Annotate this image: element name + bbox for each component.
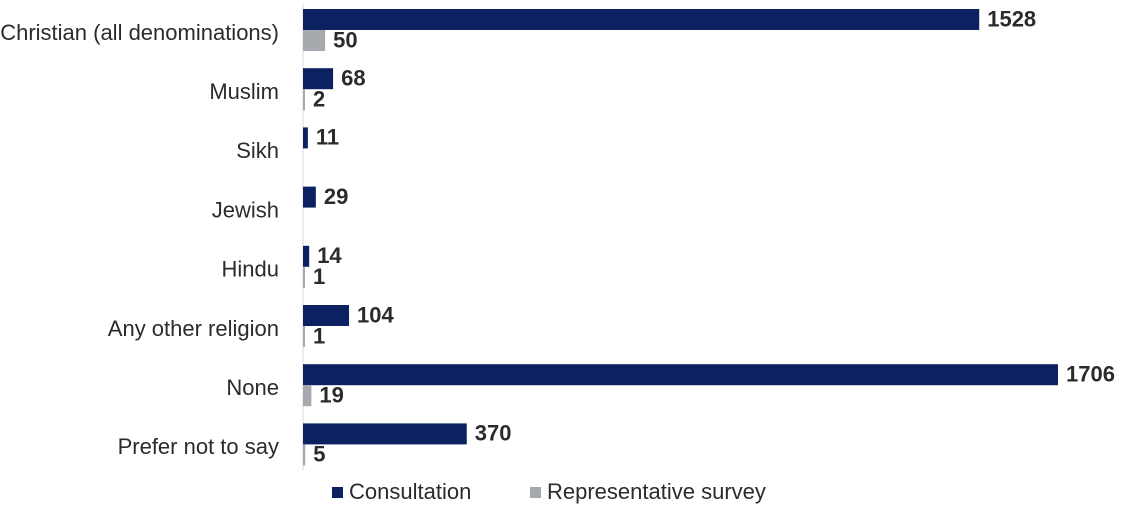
legend-swatch	[530, 487, 541, 498]
consultation-bar	[303, 9, 980, 30]
consultation-value-label: 104	[357, 302, 394, 327]
category-label: Christian (all denominations)	[0, 20, 279, 45]
survey-bar	[303, 444, 306, 466]
consultation-value-label: 1528	[987, 6, 1036, 31]
survey-value-label: 1	[313, 323, 325, 348]
consultation-bar	[303, 423, 467, 445]
consultation-bar	[303, 245, 310, 267]
consultation-bar	[303, 364, 1058, 386]
consultation-bar	[303, 68, 334, 90]
consultation-value-label: 11	[316, 125, 339, 150]
consultation-value-label: 370	[475, 421, 512, 446]
labels-layer: Christian (all denominations) 1528 50 Musli…	[0, 6, 1115, 466]
survey-value-label: 2	[313, 87, 325, 112]
consultation-bar	[303, 127, 308, 149]
category-label: Hindu	[222, 257, 279, 282]
category-label: Prefer not to say	[118, 434, 279, 459]
category-label: Jewish	[212, 197, 279, 222]
consultation-value-label: 68	[341, 66, 365, 91]
category-label: Sikh	[236, 138, 279, 163]
survey-value-label: 50	[333, 27, 357, 52]
category-label: Muslim	[209, 79, 279, 104]
consultation-value-label: 14	[317, 243, 342, 268]
bars-layer	[303, 9, 1058, 466]
survey-bar	[303, 385, 312, 407]
survey-value-label: 5	[313, 442, 325, 467]
survey-bar	[303, 30, 326, 51]
consultation-bar	[303, 305, 350, 326]
consultation-value-label: 29	[324, 184, 348, 209]
consultation-value-label: 1706	[1066, 362, 1115, 387]
legend-label: Consultation	[349, 479, 471, 504]
survey-bar	[303, 326, 305, 347]
consultation-bar	[303, 186, 316, 208]
legend-label: Representative survey	[547, 479, 766, 504]
survey-bar	[303, 266, 305, 288]
legend-consultation: Consultation	[332, 479, 471, 504]
category-label: Any other religion	[108, 316, 279, 341]
legend-representative-survey: Representative survey	[530, 479, 766, 504]
survey-value-label: 1	[313, 264, 325, 289]
survey-value-label: 19	[319, 383, 343, 408]
survey-bar	[303, 89, 305, 111]
legend: Consultation Representative survey	[332, 479, 766, 504]
category-label: None	[226, 375, 279, 400]
legend-swatch	[332, 487, 343, 498]
